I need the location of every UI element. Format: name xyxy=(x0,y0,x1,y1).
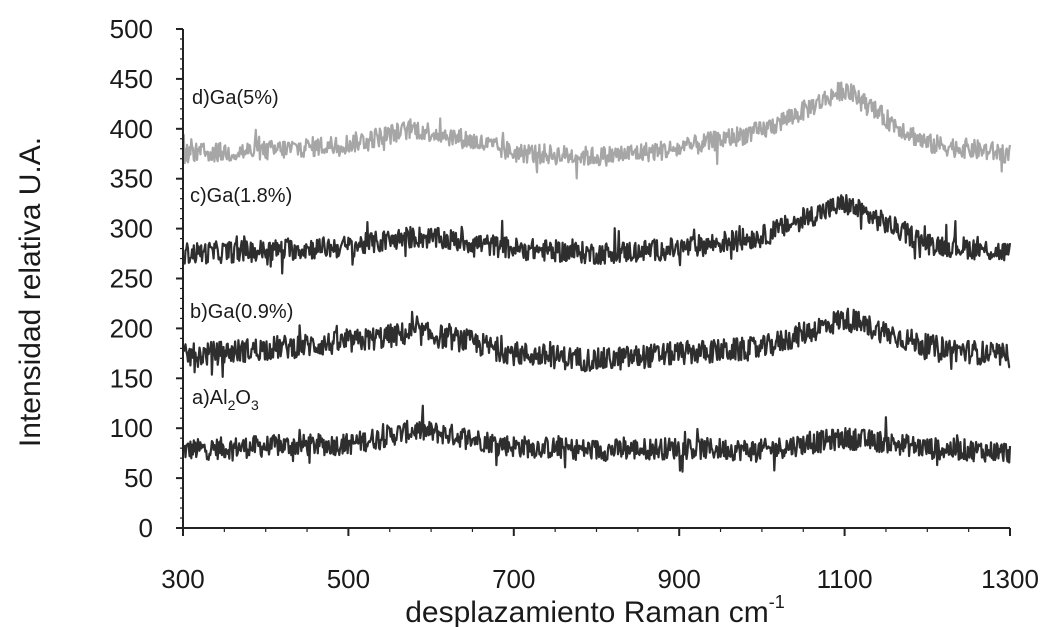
y-tick-label: 200 xyxy=(110,313,153,343)
y-tick-label: 150 xyxy=(110,363,153,393)
series-label-c: c)Ga(1.8%) xyxy=(190,185,292,207)
series-line-2 xyxy=(181,194,1012,275)
y-tick-label: 50 xyxy=(124,463,153,493)
series-layer xyxy=(181,81,1012,473)
y-tick-label: 0 xyxy=(139,513,153,543)
y-tick-label: 250 xyxy=(110,264,153,294)
x-tick-label: 500 xyxy=(327,564,370,594)
y-tick-label: 100 xyxy=(110,413,153,443)
series-label-a: a)Al2O3 xyxy=(192,387,259,413)
y-tick-label: 300 xyxy=(110,214,153,244)
x-tick-label: 1300 xyxy=(981,564,1039,594)
series-line-3 xyxy=(181,81,1012,180)
series-label-a-mid: O xyxy=(235,387,251,409)
y-tick-label: 400 xyxy=(110,114,153,144)
series-line-1 xyxy=(181,307,1011,378)
tick-label-layer: 0 50 100 150 200 250 300 350 400 450 500 300 500 700 9… xyxy=(110,14,1039,594)
y-tick-label: 350 xyxy=(110,164,153,194)
axes-layer xyxy=(176,28,1011,536)
series-label-a-main: a)Al xyxy=(192,387,228,409)
x-axis-title-sup: -1 xyxy=(769,592,785,612)
series-label-d: d)Ga(5%) xyxy=(192,87,279,109)
series-line-0 xyxy=(182,404,1012,473)
y-tick-label: 450 xyxy=(110,64,153,94)
x-axis-title-main: desplazamiento Raman cm xyxy=(405,596,769,627)
series-label-b: b)Ga(0.9%) xyxy=(190,301,293,323)
x-tick-label: 1100 xyxy=(817,564,873,594)
x-axis-title: desplazamiento Raman cm-1 xyxy=(405,592,785,627)
y-tick-label: 500 xyxy=(110,14,153,44)
series-label-a-sub1: 2 xyxy=(228,397,236,413)
x-tick-label: 700 xyxy=(492,564,535,594)
y-axis-title: Intensidad relativa U.A. xyxy=(14,137,47,447)
x-tick-label: 300 xyxy=(161,564,204,594)
series-label-a-sub2: 3 xyxy=(251,397,259,413)
x-tick-label: 900 xyxy=(658,564,701,594)
